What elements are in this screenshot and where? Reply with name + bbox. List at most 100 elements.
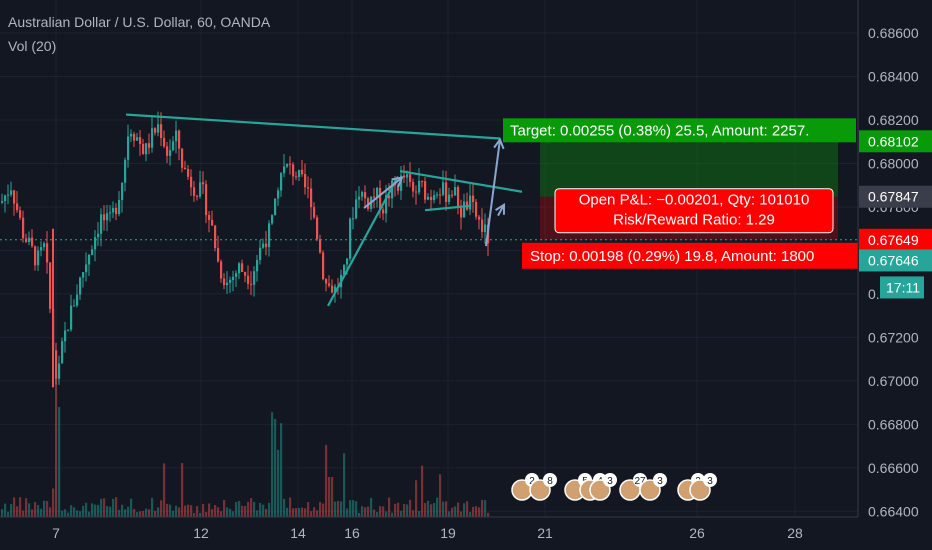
entry-price-tag: 0.67847	[859, 185, 932, 208]
volume-bar	[247, 501, 250, 517]
candle-body	[4, 195, 7, 202]
volume-bar	[286, 507, 289, 517]
volume-bar	[55, 373, 58, 517]
candle-body	[79, 277, 82, 295]
candle-body	[304, 174, 307, 188]
volume-bar	[325, 444, 328, 517]
candle-body	[460, 208, 463, 218]
candle-body	[475, 201, 478, 217]
volume-bar	[73, 507, 76, 517]
volume-bar	[151, 497, 154, 517]
volume-bar	[280, 423, 283, 517]
countdown-bg	[880, 276, 924, 299]
candle-body	[193, 187, 196, 196]
candle-body	[7, 194, 10, 196]
volume-bar	[184, 505, 187, 517]
volume-bar	[85, 502, 88, 517]
candle-body	[283, 166, 286, 174]
candle-body	[139, 137, 142, 144]
trendline-wedge-top	[399, 170, 523, 193]
candle-body	[40, 247, 43, 251]
candle-body	[289, 163, 292, 165]
volume-bar	[337, 500, 340, 517]
candle-body	[301, 169, 304, 175]
candle-body	[103, 214, 106, 221]
volume-bar	[379, 506, 382, 517]
volume-bar	[316, 510, 319, 517]
volume-bar	[418, 511, 421, 517]
volume-bar	[115, 497, 118, 517]
entry-price-tag-text: 0.67847	[868, 189, 919, 205]
candle-body	[352, 218, 355, 220]
volume-bar	[133, 508, 136, 517]
volume-bar	[187, 504, 190, 517]
target-price-tag-text: 0.68102	[868, 133, 919, 149]
candle-body	[175, 130, 178, 142]
arrow-1-head	[391, 176, 404, 188]
candle-body	[373, 196, 376, 198]
candle-body	[418, 180, 421, 193]
volume-bar	[430, 504, 433, 517]
candle-body	[16, 203, 19, 211]
event-count: 8	[547, 476, 553, 487]
candle-body	[34, 246, 37, 266]
target-price-tag-bg	[859, 130, 932, 153]
candle-body	[364, 192, 367, 199]
event-badge	[653, 473, 667, 487]
candle-body	[46, 243, 49, 263]
volume-bar	[232, 511, 235, 517]
candle-body	[19, 210, 22, 218]
volume-bar	[49, 507, 52, 517]
current-price-tag-text: 0.67646	[868, 252, 919, 268]
candle-body	[277, 190, 280, 199]
volume-legend: Vol (20)	[8, 38, 57, 54]
volume-bar	[46, 501, 49, 517]
candle-body	[421, 180, 424, 182]
candle-body	[202, 182, 205, 185]
volume-bar	[373, 509, 376, 517]
stop-price-tag-bg	[859, 228, 932, 251]
volume-bar	[406, 504, 409, 517]
candle-body	[232, 276, 235, 280]
volume-bar	[478, 507, 481, 517]
volume-bar	[193, 512, 196, 517]
volume-bar	[256, 510, 259, 517]
rr-text: Risk/Reward Ratio: 1.29	[613, 212, 775, 229]
volume-bar	[166, 503, 169, 517]
event-badge	[703, 473, 717, 487]
candle-body	[163, 138, 166, 147]
volume-bar	[244, 505, 247, 517]
volume-bar	[91, 503, 94, 517]
candle-body	[184, 167, 187, 170]
trendline-support	[327, 175, 399, 307]
time-tick-label: 16	[344, 525, 360, 541]
current-price-tag: 0.67646	[859, 249, 932, 272]
volume-bar	[112, 498, 115, 517]
volume-bar	[448, 511, 451, 517]
volume-bar	[142, 510, 145, 517]
stop-price-tag-text: 0.67649	[868, 232, 919, 248]
candle-body	[133, 133, 136, 141]
candle-body	[226, 282, 229, 286]
candle-body	[136, 137, 139, 141]
candle-body	[28, 237, 31, 243]
volume-bar	[205, 511, 208, 517]
candle-body	[172, 141, 175, 151]
volume-bar	[175, 505, 178, 517]
volume-bar	[226, 507, 229, 517]
candle-body	[55, 350, 58, 379]
candle-body	[223, 278, 226, 286]
candle-body	[325, 279, 328, 284]
volume-bar	[217, 507, 220, 517]
volume-bar	[271, 412, 274, 517]
candle-body	[97, 233, 100, 238]
event-badge	[543, 473, 557, 487]
candle-body	[1, 201, 4, 203]
volume-bar	[169, 504, 172, 517]
volume-bar	[481, 499, 484, 517]
candle-body	[334, 286, 337, 293]
candle-body	[100, 214, 103, 234]
stop-price-tag: 0.67649	[859, 228, 932, 251]
